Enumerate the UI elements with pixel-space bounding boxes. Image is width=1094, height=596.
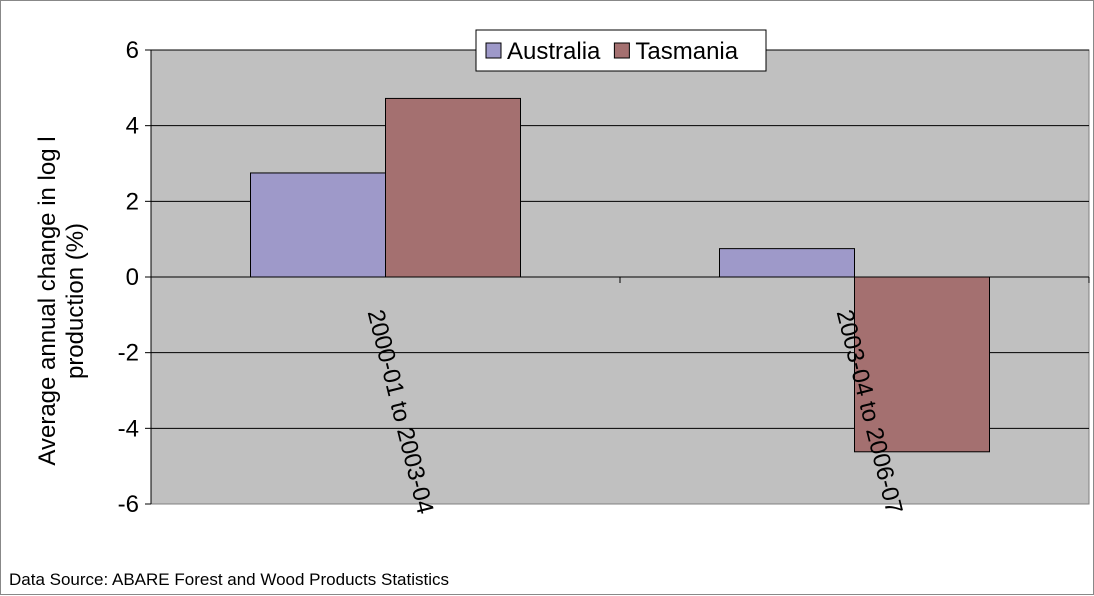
bar-australia [250, 172, 386, 278]
y-axis-label-line-2: production (%) [62, 223, 89, 379]
legend: Australia Tasmania [475, 29, 767, 72]
bar-tasmania [385, 97, 521, 278]
y-tick-label: 2 [126, 188, 139, 215]
bar-tasmania [854, 276, 990, 453]
legend-swatch-tasmania [613, 42, 630, 59]
bars [250, 97, 990, 453]
bar-australia [719, 248, 855, 278]
y-tick-label: 0 [126, 264, 139, 291]
data-source-note: Data Source: ABARE Forest and Wood Produ… [9, 570, 449, 589]
legend-label-tasmania: Tasmania [635, 38, 738, 65]
y-tick-label: -6 [118, 491, 139, 518]
y-tick-label: 6 [126, 37, 139, 64]
legend-swatch-australia [485, 42, 502, 59]
y-tick-label: 4 [126, 113, 139, 140]
legend-label-australia: Australia [507, 38, 601, 65]
y-tick-label: -2 [118, 340, 139, 367]
y-axis-label-line-1: Average annual change in log l [34, 136, 61, 465]
x-axis [150, 276, 1090, 283]
y-tick-label: -4 [118, 415, 139, 442]
y-axis: -6 -4 -2 0 2 4 6 [118, 37, 152, 518]
